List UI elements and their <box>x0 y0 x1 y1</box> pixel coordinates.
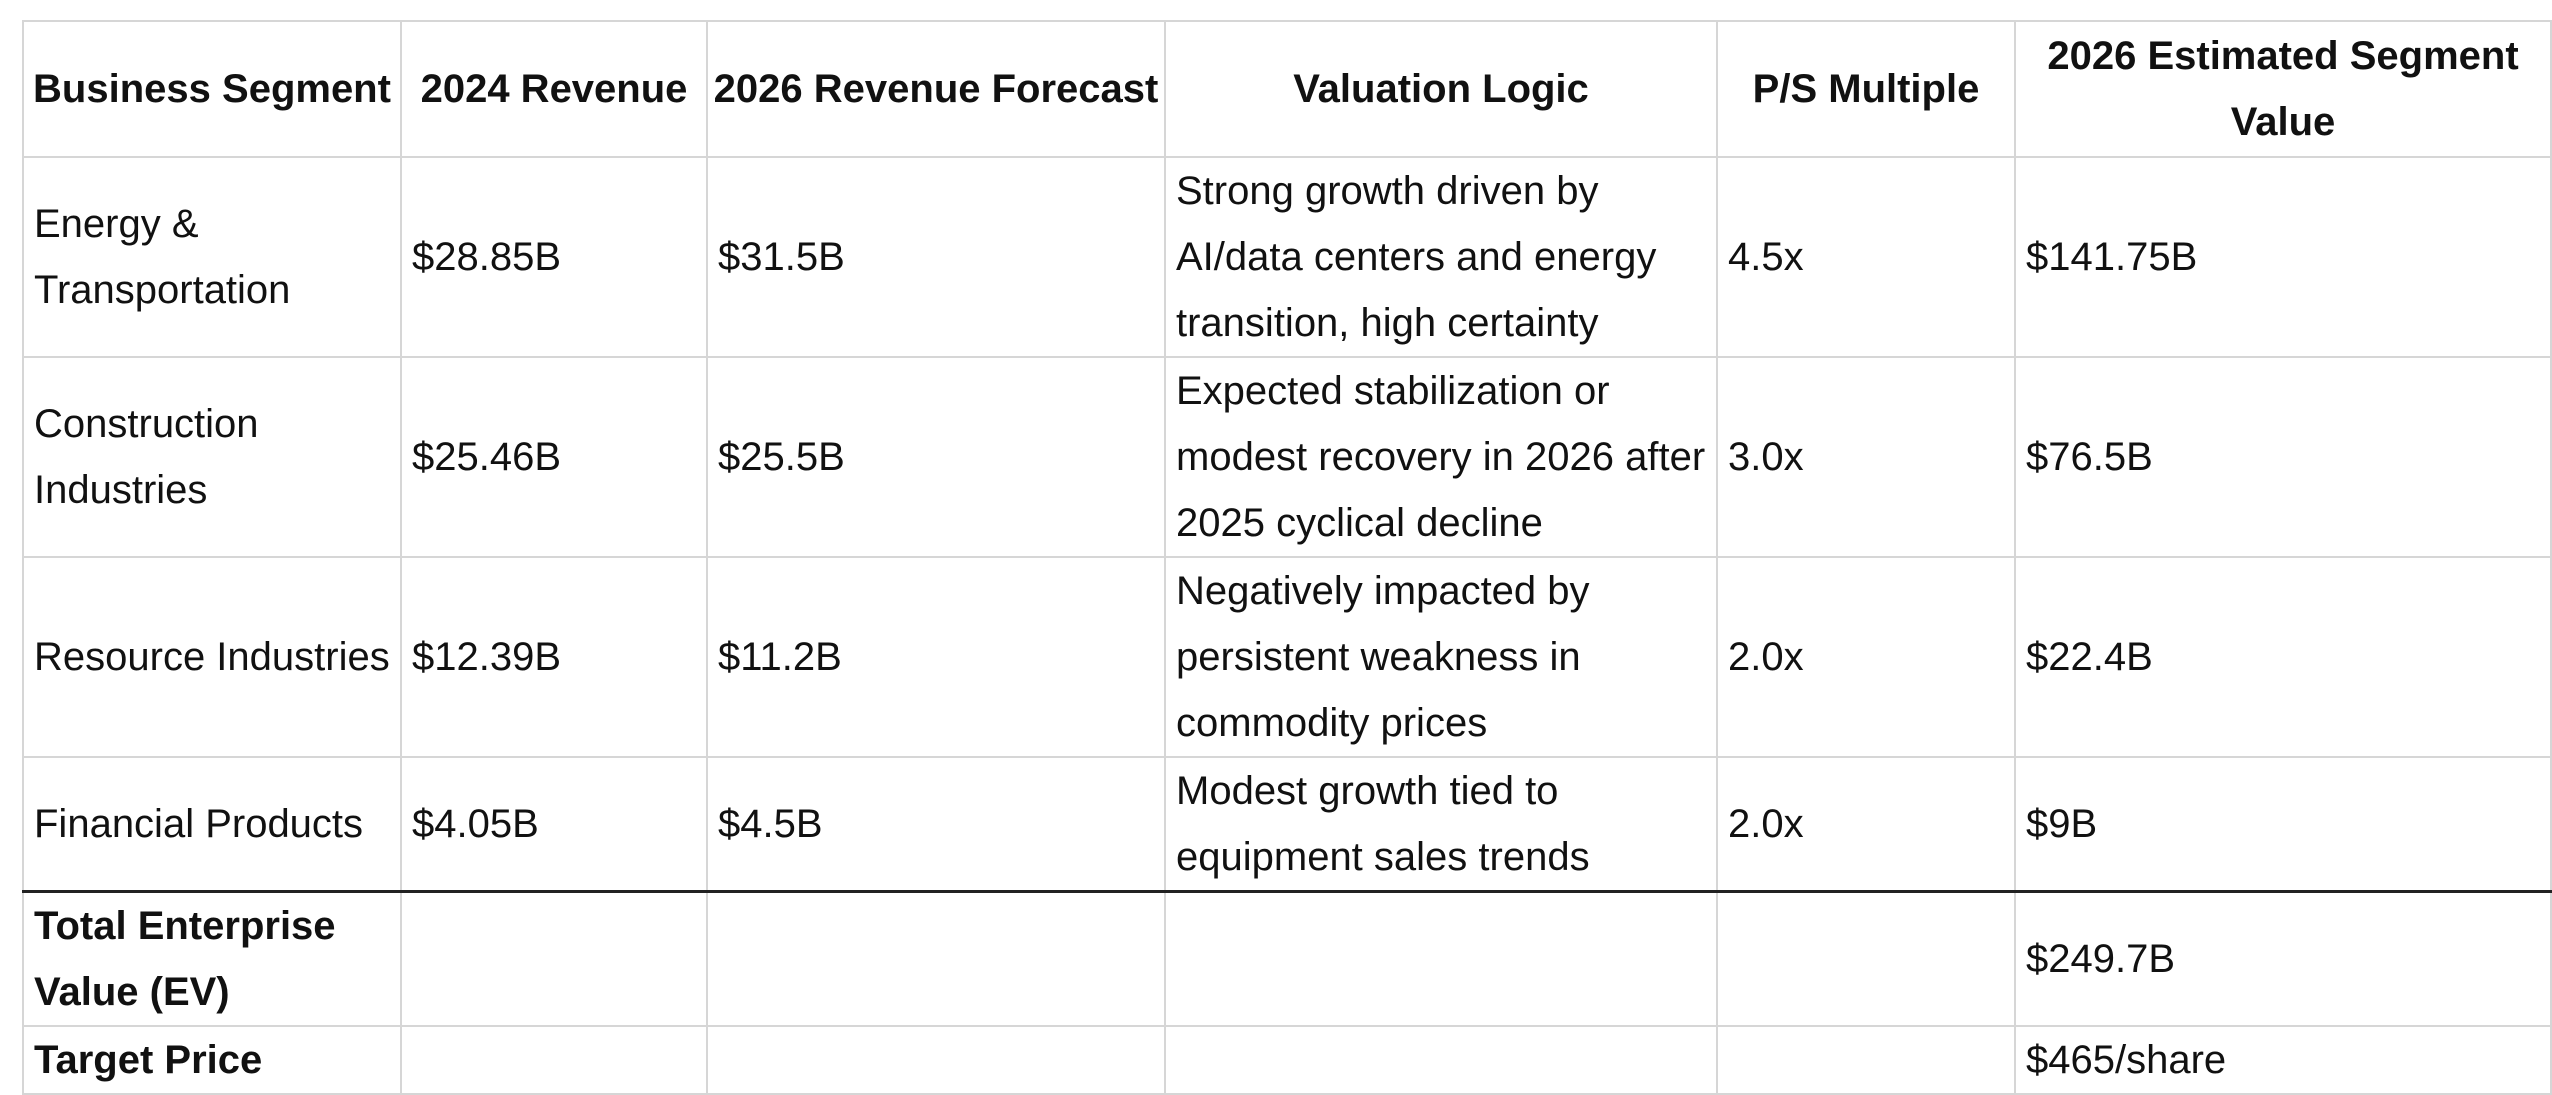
table-row: Resource Industries $12.39B $11.2B Negat… <box>22 556 2552 758</box>
header-2026-revenue-forecast[interactable]: 2026 Revenue Forecast <box>706 20 1166 158</box>
cell-2024-revenue[interactable]: $28.85B <box>400 156 708 358</box>
cell-2026-revenue[interactable]: $11.2B <box>706 556 1166 758</box>
cell-segment[interactable]: Resource Industries <box>22 556 402 758</box>
cell-empty[interactable] <box>1164 1025 1718 1095</box>
cell-2026-revenue[interactable]: $4.5B <box>706 756 1166 893</box>
cell-valuation-logic[interactable]: Modest growth tied to equipment sales tr… <box>1164 756 1718 893</box>
cell-empty[interactable] <box>1716 890 2016 1027</box>
cell-empty[interactable] <box>706 890 1166 1027</box>
cell-segment-value[interactable]: $22.4B <box>2014 556 2552 758</box>
header-ps-multiple[interactable]: P/S Multiple <box>1716 20 2016 158</box>
cell-empty[interactable] <box>400 890 708 1027</box>
cell-segment[interactable]: Financial Products <box>22 756 402 893</box>
cell-target-label[interactable]: Target Price <box>22 1025 402 1095</box>
table-row: Financial Products $4.05B $4.5B Modest g… <box>22 756 2552 893</box>
cell-ps-multiple[interactable]: 4.5x <box>1716 156 2016 358</box>
cell-2024-revenue[interactable]: $12.39B <box>400 556 708 758</box>
cell-segment-value[interactable]: $76.5B <box>2014 356 2552 558</box>
cell-segment-value[interactable]: $9B <box>2014 756 2552 893</box>
cell-segment[interactable]: Energy & Transportation <box>22 156 402 358</box>
cell-total-label[interactable]: Total Enterprise Value (EV) <box>22 890 402 1027</box>
cell-ps-multiple[interactable]: 2.0x <box>1716 756 2016 893</box>
table-row: Construction Industries $25.46B $25.5B E… <box>22 356 2552 558</box>
total-ev-row: Total Enterprise Value (EV) $249.7B <box>22 890 2552 1027</box>
cell-valuation-logic[interactable]: Strong growth driven by AI/data centers … <box>1164 156 1718 358</box>
cell-empty[interactable] <box>1164 890 1718 1027</box>
header-row: Business Segment 2024 Revenue 2026 Reven… <box>22 20 2552 158</box>
cell-ps-multiple[interactable]: 3.0x <box>1716 356 2016 558</box>
cell-total-value[interactable]: $249.7B <box>2014 890 2552 1027</box>
header-2024-revenue[interactable]: 2024 Revenue <box>400 20 708 158</box>
valuation-table: Business Segment 2024 Revenue 2026 Reven… <box>22 20 2552 1095</box>
cell-2024-revenue[interactable]: $25.46B <box>400 356 708 558</box>
cell-segment[interactable]: Construction Industries <box>22 356 402 558</box>
cell-valuation-logic[interactable]: Negatively impacted by persistent weakne… <box>1164 556 1718 758</box>
target-price-row: Target Price $465/share <box>22 1025 2552 1095</box>
table-row: Energy & Transportation $28.85B $31.5B S… <box>22 156 2552 358</box>
cell-empty[interactable] <box>400 1025 708 1095</box>
cell-target-value[interactable]: $465/share <box>2014 1025 2552 1095</box>
cell-empty[interactable] <box>706 1025 1166 1095</box>
cell-segment-value[interactable]: $141.75B <box>2014 156 2552 358</box>
header-estimated-segment-value[interactable]: 2026 Estimated Segment Value <box>2014 20 2552 158</box>
cell-ps-multiple[interactable]: 2.0x <box>1716 556 2016 758</box>
cell-2026-revenue[interactable]: $31.5B <box>706 156 1166 358</box>
cell-valuation-logic[interactable]: Expected stabilization or modest recover… <box>1164 356 1718 558</box>
header-valuation-logic[interactable]: Valuation Logic <box>1164 20 1718 158</box>
header-business-segment[interactable]: Business Segment <box>22 20 402 158</box>
cell-2026-revenue[interactable]: $25.5B <box>706 356 1166 558</box>
cell-empty[interactable] <box>1716 1025 2016 1095</box>
cell-2024-revenue[interactable]: $4.05B <box>400 756 708 893</box>
